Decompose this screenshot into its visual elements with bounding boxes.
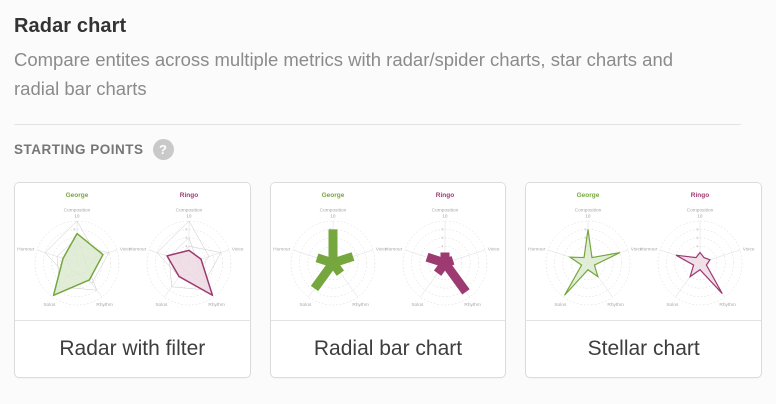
radar-with-filter-preview: George246810CompositionVoiceRhythmSolosH…: [15, 183, 250, 321]
starting-points-label: STARTING POINTS: [14, 141, 144, 157]
svg-text:6: 6: [185, 236, 187, 240]
svg-text:6: 6: [697, 236, 699, 240]
svg-text:Composition: Composition: [431, 208, 458, 214]
svg-text:4: 4: [441, 245, 443, 249]
svg-text:Solos: Solos: [43, 302, 56, 308]
svg-text:Humour: Humour: [17, 247, 34, 253]
svg-text:Solos: Solos: [667, 302, 680, 308]
svg-text:Composition: Composition: [687, 208, 714, 214]
svg-text:Ringo: Ringo: [691, 192, 709, 199]
help-icon[interactable]: ?: [152, 138, 174, 160]
svg-text:Voice: Voice: [375, 247, 387, 253]
svg-text:Rhythm: Rhythm: [96, 302, 113, 308]
svg-text:8: 8: [697, 228, 699, 232]
svg-text:Humour: Humour: [528, 247, 545, 253]
svg-text:Voice: Voice: [120, 247, 132, 253]
svg-text:Composition: Composition: [64, 208, 91, 214]
svg-text:10: 10: [586, 214, 591, 219]
svg-text:Voice: Voice: [631, 247, 643, 253]
svg-text:4: 4: [697, 245, 699, 249]
template-overview-page: Radar chart Compare entites across multi…: [14, 15, 763, 378]
svg-text:Rhythm: Rhythm: [208, 302, 225, 308]
svg-text:Ringo: Ringo: [180, 192, 198, 199]
svg-text:8: 8: [73, 228, 75, 232]
radial-bar-chart-preview: George246810CompositionVoiceRhythmSolosH…: [270, 183, 506, 321]
svg-text:Solos: Solos: [411, 302, 424, 308]
radial-bar-chart-thumbnail: George246810CompositionVoiceRhythmSolosH…: [273, 192, 500, 308]
divider: [14, 124, 741, 125]
svg-text:George: George: [577, 192, 600, 199]
card-label-radar-with-filter: Radar with filter: [59, 337, 206, 360]
starting-points-grid: George246810CompositionVoiceRhythmSolosH…: [14, 182, 763, 378]
svg-text:Composition: Composition: [176, 208, 203, 214]
svg-text:6: 6: [585, 236, 587, 240]
card-label-stellar-chart: Stellar chart: [587, 337, 700, 360]
card-stellar-chart[interactable]: George246810CompositionVoiceRhythmSolosH…: [525, 182, 763, 378]
page-title: Radar chart: [14, 15, 127, 37]
svg-text:Composition: Composition: [575, 208, 602, 214]
svg-text:10: 10: [187, 214, 192, 219]
svg-text:10: 10: [330, 214, 335, 219]
svg-text:8: 8: [441, 228, 443, 232]
svg-text:Humour: Humour: [385, 247, 402, 253]
card-radial-bar-chart[interactable]: George246810CompositionVoiceRhythmSolosH…: [269, 182, 507, 378]
radar-with-filter-thumbnail: George246810CompositionVoiceRhythmSolosH…: [17, 192, 244, 308]
card-label-radial-bar-chart: Radial bar chart: [313, 337, 463, 360]
svg-text:Voice: Voice: [487, 247, 499, 253]
svg-text:Ringo: Ringo: [435, 192, 453, 199]
stellar-chart-preview: George246810CompositionVoiceRhythmSolosH…: [526, 183, 762, 321]
svg-text:8: 8: [585, 228, 587, 232]
svg-text:10: 10: [442, 214, 447, 219]
svg-text:10: 10: [698, 214, 703, 219]
starting-points-header: STARTING POINTS ?: [14, 138, 762, 160]
page-description: Compare entites across multiple metrics …: [14, 49, 674, 99]
card-radar-with-filter[interactable]: George246810CompositionVoiceRhythmSolosH…: [14, 182, 251, 378]
svg-text:Humour: Humour: [640, 247, 657, 253]
svg-text:Rhythm: Rhythm: [352, 302, 369, 308]
svg-text:Humour: Humour: [273, 247, 290, 253]
svg-text:Composition: Composition: [319, 208, 346, 214]
svg-text:Solos: Solos: [299, 302, 312, 308]
svg-text:Solos: Solos: [555, 302, 568, 308]
svg-text:Humour: Humour: [129, 247, 146, 253]
svg-text:8: 8: [185, 228, 187, 232]
svg-text:6: 6: [441, 236, 443, 240]
svg-text:George: George: [321, 192, 344, 199]
svg-text:4: 4: [185, 245, 187, 249]
svg-text:Rhythm: Rhythm: [464, 302, 481, 308]
stellar-chart-thumbnail: George246810CompositionVoiceRhythmSolosH…: [528, 192, 755, 308]
svg-text:Rhythm: Rhythm: [608, 302, 625, 308]
svg-text:Rhythm: Rhythm: [720, 302, 737, 308]
svg-text:George: George: [66, 192, 89, 199]
svg-text:10: 10: [75, 214, 80, 219]
svg-text:Voice: Voice: [232, 247, 244, 253]
svg-text:Solos: Solos: [155, 302, 168, 308]
svg-text:Voice: Voice: [743, 247, 755, 253]
